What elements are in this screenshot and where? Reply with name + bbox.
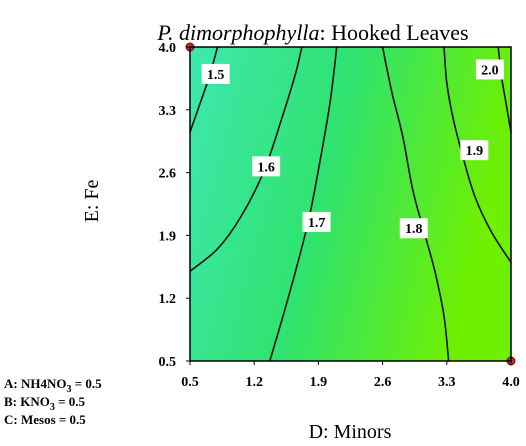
contour-label-box — [475, 59, 504, 80]
chart-title: P. dimorphophylla: Hooked Leaves — [156, 20, 468, 45]
contour-label-1.6: 1.6 — [252, 156, 281, 177]
factor-value: = 0.5 — [55, 394, 86, 409]
response-surface-field — [190, 47, 511, 361]
factor-value: = 0.5 — [71, 376, 102, 391]
contour-label-text: 1.7 — [308, 216, 326, 231]
y-tick-label: 2.6 — [159, 167, 177, 182]
contour-label-text: 1.6 — [257, 160, 275, 175]
x-tick-label: 4.0 — [502, 375, 520, 390]
y-tick-label: 3.3 — [159, 104, 177, 119]
x-tick-label: 1.2 — [245, 375, 263, 390]
x-tick-label: 3.3 — [438, 375, 456, 390]
y-tick-label: 4.0 — [159, 41, 177, 56]
contour-line-1.5 — [189, 46, 219, 133]
x-tick-label: 0.5 — [181, 375, 199, 390]
fixed-factor-legend: A: NH4NO3 = 0.5B: KNO3 = 0.5C: Mesos = 0… — [4, 376, 102, 427]
contour-label-1.7: 1.7 — [302, 211, 331, 232]
factor-name: B: KNO — [4, 394, 50, 409]
contour-labels: 1.5 1.6 1.7 1.8 1.9 2.0 — [201, 59, 504, 239]
contour-label-box — [302, 211, 331, 232]
x-tick-label: 2.6 — [374, 375, 392, 390]
contour-label-box — [399, 218, 428, 239]
x-tick-label: 1.9 — [310, 375, 328, 390]
contour-label-1.5: 1.5 — [201, 63, 230, 84]
fixed-factor-1: A: NH4NO3 = 0.5 — [4, 376, 102, 395]
fixed-factor-3: C: Mesos = 0.5 — [4, 412, 86, 427]
y-tick-label: 0.5 — [159, 355, 177, 370]
contour-label-text: 1.5 — [207, 68, 225, 83]
factor-value: = 0.5 — [56, 412, 87, 427]
contour-label-box — [201, 63, 230, 84]
contour-label-2.0: 2.0 — [475, 59, 504, 80]
y-axis-ticks: 0.5 1.2 1.9 2.6 3.3 4.0 — [159, 41, 190, 370]
factor-subscript: 3 — [66, 384, 71, 395]
y-axis-label: E: Fe — [81, 179, 103, 222]
fixed-factor-2: B: KNO3 = 0.5 — [4, 394, 86, 413]
x-axis-ticks: 0.5 1.2 1.9 2.6 3.3 4.0 — [181, 361, 520, 390]
x-axis-label: D: Minors — [309, 421, 392, 443]
contour-label-text: 1.9 — [466, 144, 484, 159]
factor-name: A: NH4NO — [4, 376, 66, 391]
contour-label-text: 1.8 — [405, 222, 423, 237]
factor-name: C: Mesos — [4, 412, 56, 427]
contour-label-1.9: 1.9 — [460, 140, 489, 161]
contour-label-box — [252, 156, 281, 177]
y-tick-label: 1.9 — [159, 229, 177, 244]
chart-title-species: P. dimorphophylla — [156, 20, 319, 45]
factor-subscript: 3 — [50, 402, 55, 413]
contour-label-text: 2.0 — [481, 63, 499, 78]
chart-title-response: : Hooked Leaves — [320, 20, 469, 45]
y-tick-label: 1.2 — [159, 292, 177, 307]
plot-frame — [189, 46, 512, 362]
contour-label-1.8: 1.8 — [399, 218, 428, 239]
contour-label-box — [460, 140, 489, 161]
contour-line-1.8 — [381, 46, 450, 362]
